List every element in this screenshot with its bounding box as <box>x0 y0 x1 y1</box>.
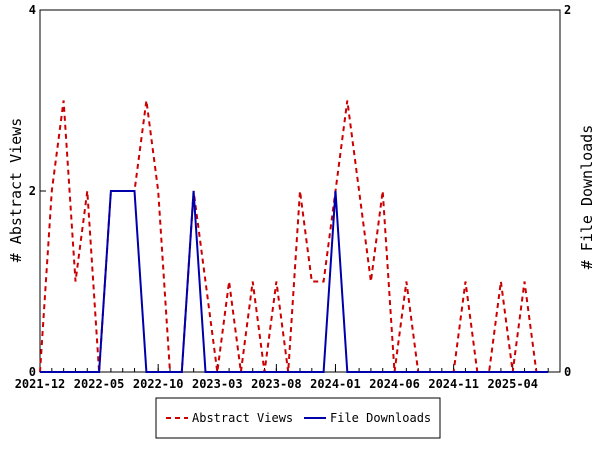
y-right-tick-label: 2 <box>564 3 571 17</box>
y-left-tick-label: 4 <box>29 3 36 17</box>
x-tick-label: 2024-11 <box>428 377 479 391</box>
y-right-tick-label: 0 <box>564 365 571 379</box>
y-left-tick-label: 2 <box>29 184 36 198</box>
legend: Abstract Views File Downloads <box>155 397 441 439</box>
legend-box <box>155 397 441 439</box>
legend-label-file-downloads: File Downloads <box>330 411 431 425</box>
right-axis-title: # File Downloads <box>578 125 596 270</box>
y-left-tick-label: 0 <box>29 365 36 379</box>
legend-label-abstract-views: Abstract Views <box>192 411 293 425</box>
x-tick-label: 2024-06 <box>369 377 420 391</box>
plot-area: 2021-12 2022-05 2022-10 2023-03 2023-08 2024-… <box>15 3 572 391</box>
x-tick-label: 2024-01 <box>310 377 361 391</box>
x-tick-label: 2025-04 <box>487 377 538 391</box>
x-tick-label: 2022-10 <box>133 377 184 391</box>
x-tick-label: 2022-05 <box>74 377 125 391</box>
left-axis-title: # Abstract Views <box>7 118 25 263</box>
series-line-file-downloads <box>40 190 549 373</box>
x-tick-label: 2023-03 <box>192 377 243 391</box>
x-tick-label: 2021-12 <box>15 377 66 391</box>
x-tick-label: 2023-08 <box>251 377 302 391</box>
